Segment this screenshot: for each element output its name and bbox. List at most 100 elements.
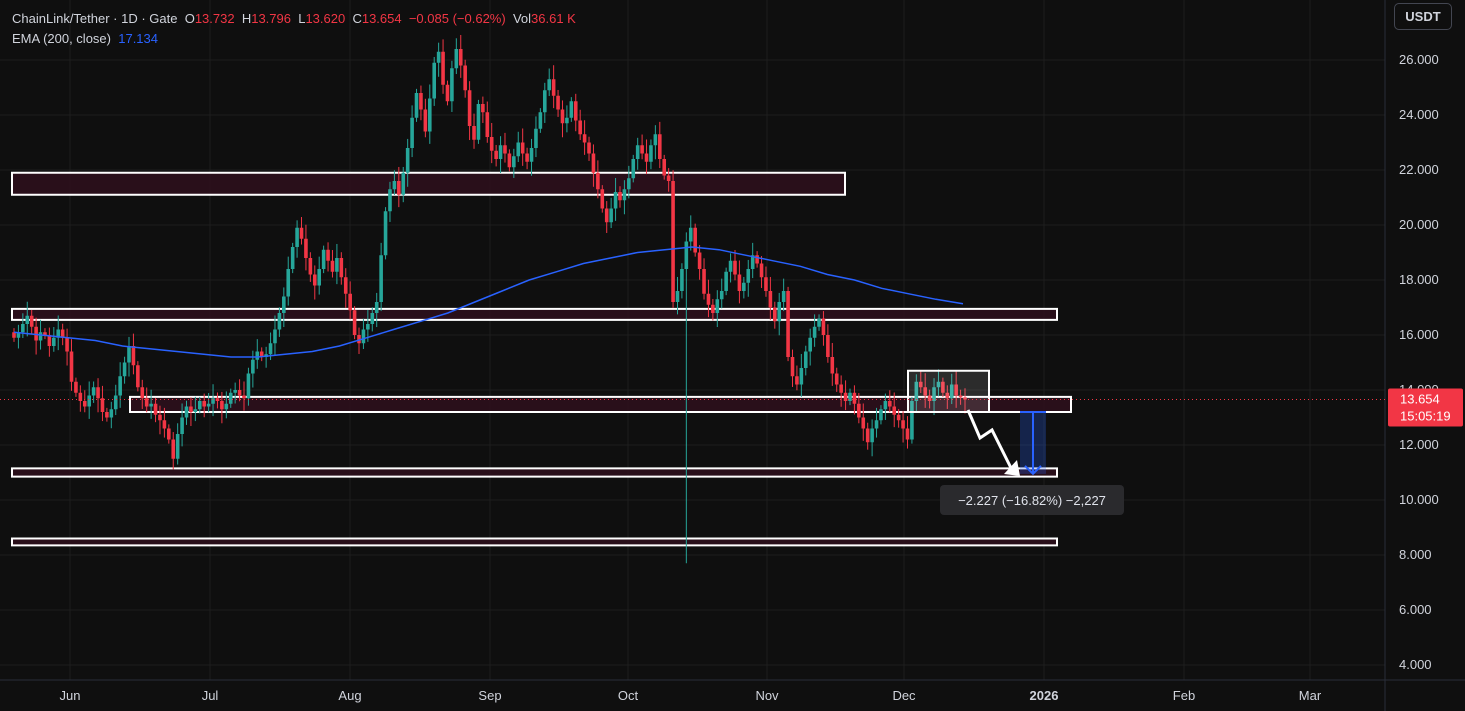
candle-body [370,313,375,324]
candle-body [131,346,136,366]
price-zone-1 [11,171,846,196]
bearish-arrow-head [1004,460,1020,476]
candle-body [366,324,370,330]
candle-body [206,403,211,407]
candle-body [653,134,658,146]
candle-body [52,337,56,346]
candle-body [118,376,122,396]
candle-body [666,175,671,181]
candle-body [503,145,507,154]
candle-body [808,337,812,352]
candle-body [175,434,180,459]
candle-body [69,351,74,382]
price-tick-label: 4.000 [1399,657,1432,672]
candle-body [193,409,198,412]
candle-body [538,112,543,129]
last-price-tag [1388,388,1463,427]
candles [12,34,967,564]
candle-body [158,414,162,421]
ema-label[interactable]: EMA (200, close) [12,31,111,46]
price-tick-label: 18.000 [1399,272,1439,287]
candle-body [427,98,432,132]
candle-body [759,263,764,278]
candle-body [662,159,667,176]
candle-body [458,49,463,66]
candle-body [525,153,529,162]
candle-body [308,258,313,275]
candle-body [237,390,242,396]
candle-body [295,227,299,247]
candle-body [246,373,251,399]
candle-body [228,392,233,404]
currency-button[interactable]: USDT [1394,3,1452,30]
candle-body [874,420,879,429]
price-tick-label: 22.000 [1399,162,1439,177]
candle-body [777,302,782,322]
price-axis: 26.00024.00022.00020.00018.00016.00014.0… [1399,52,1439,672]
price-tick-label: 10.000 [1399,492,1439,507]
time-tick-label: Oct [618,688,639,703]
candle-body [932,387,936,401]
candle-body [34,326,38,341]
candle-body [768,291,773,308]
symbol-label[interactable]: ChainLink/Tether · 1D · Gate [12,11,178,26]
candle-body [790,357,795,377]
price-zone-4 [11,467,1058,478]
candle-body [251,359,255,374]
candle-body [215,398,220,401]
candle-body [82,401,87,407]
candle-body [923,387,927,396]
candle-body [286,269,291,297]
candle-body [861,417,866,429]
candle-body [910,401,914,440]
price-tick-label: 20.000 [1399,217,1439,232]
measure-label-box [940,485,1124,515]
candle-body [189,406,193,412]
candle-body [277,313,282,330]
countdown-timer: 15:05:19 [1400,409,1451,424]
candle-body [489,137,494,151]
candle-body [551,79,556,96]
candle-body [255,351,260,360]
candle-body [826,335,830,357]
candle-body [781,291,786,302]
candle-body [282,296,286,313]
candle-body [892,406,897,415]
candle-body [419,93,423,110]
candle-body [529,148,534,162]
candle-body [870,428,874,443]
candle-body [405,148,410,173]
candle-body [60,329,65,338]
candle-body [888,401,892,407]
time-tick-label: Sep [478,688,501,703]
candle-body [259,351,264,357]
candle-body [25,315,30,324]
candle-body [21,324,25,333]
candle-body [627,178,631,190]
candle-body [684,241,689,269]
candle-body [494,150,498,159]
candle-body [38,332,43,341]
candle-body [954,384,958,396]
candle-body [905,428,910,440]
candle-body [348,293,352,311]
candle-body [167,428,171,440]
candle-body [12,332,16,338]
candle-body [312,274,317,286]
time-tick-label: Aug [338,688,361,703]
candle-body [622,189,627,201]
candle-body [671,181,675,302]
candle-body [516,142,521,157]
support-resistance-zones [11,171,1072,547]
candle-body [941,381,945,393]
candle-body [113,395,118,410]
candle-body [352,310,357,335]
candle-body [441,51,445,85]
candle-body [649,145,653,162]
candle-body [91,387,96,396]
candle-body [560,109,565,124]
candle-body [817,318,821,327]
candle-body [773,307,777,322]
time-axis: Jun Jul Aug Sep Oct Nov Dec 2026 Feb Mar [60,688,1322,703]
